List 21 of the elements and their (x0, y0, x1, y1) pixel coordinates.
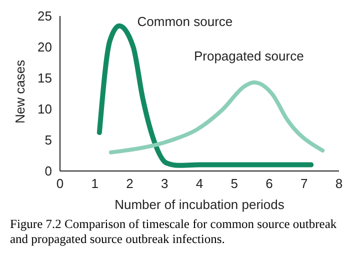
x-tick-label: 7 (300, 176, 308, 192)
x-tick-label: 8 (335, 176, 343, 192)
x-tick-label: 3 (161, 176, 168, 192)
y-tick-label: 10 (38, 102, 52, 117)
caption: Figure 7.2 Comparison of timescale for common source outbreak and propagated source outbreak infections. (9, 217, 338, 247)
x-tick-label: 5 (230, 176, 238, 192)
line-series (108, 80, 325, 154)
y-tick-label: 25 (38, 8, 52, 24)
x-tick-label: 1 (91, 176, 98, 192)
y-tick-label: 15 (38, 70, 52, 86)
y-tick-label: 20 (38, 40, 52, 55)
x-tick-label: 0 (56, 176, 64, 192)
x-tick-label: 4 (196, 176, 204, 192)
text: Propagated source (194, 48, 304, 64)
y-tick-label: 0 (44, 164, 52, 179)
series-label: Common source (137, 14, 233, 29)
y-axis-title: New cases (12, 59, 28, 124)
x-tick-label: 6 (266, 176, 273, 192)
x-axis-title: Number of incubation periods (114, 197, 285, 212)
x-tick-label: 2 (126, 176, 134, 192)
y-tick-label: 5 (44, 132, 52, 148)
